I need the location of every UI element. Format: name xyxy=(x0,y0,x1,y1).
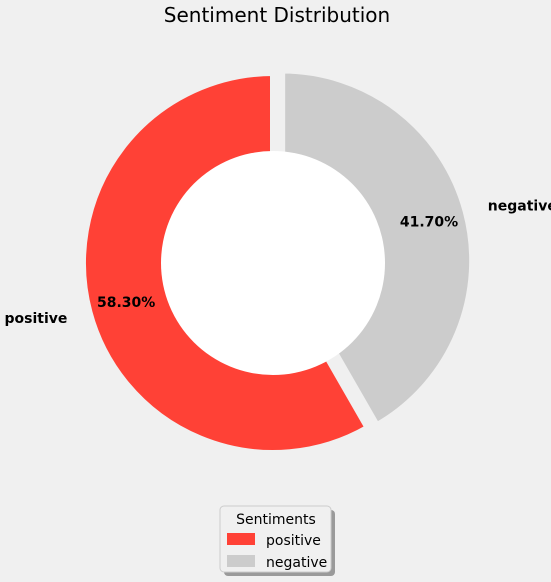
legend-label-negative: negative xyxy=(266,555,327,571)
legend-title: Sentiments xyxy=(236,512,316,528)
percent-label-positive: 58.30% xyxy=(97,295,155,311)
category-label-negative: negative xyxy=(488,199,551,215)
legend-label-positive: positive xyxy=(266,533,321,549)
legend-swatch-positive xyxy=(227,533,255,545)
category-label-positive: positive xyxy=(5,311,68,327)
donut-hole xyxy=(161,151,385,375)
chart-title: Sentiment Distribution xyxy=(164,3,390,27)
slice-labels: 58.30% positive 41.70% negative xyxy=(5,199,551,327)
legend: Sentiments positive negative xyxy=(219,505,335,576)
legend-swatch-negative xyxy=(227,555,255,567)
percent-label-negative: 41.70% xyxy=(400,214,458,230)
